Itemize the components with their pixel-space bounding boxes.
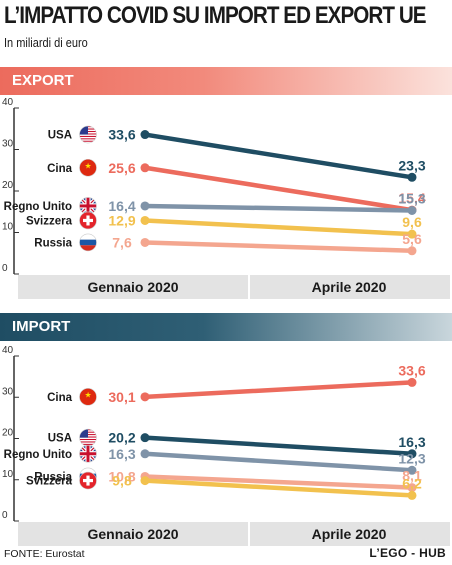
brand-logo: L’EGO - HUB <box>369 546 446 560</box>
export-x-axis-bar-left <box>18 275 248 299</box>
export-series-point <box>140 130 150 140</box>
import-data-label: 30,1 <box>108 389 135 405</box>
page-title: L’IMPATTO COVID SU IMPORT ED EXPORT UE <box>4 2 427 29</box>
import-series-point <box>140 392 150 402</box>
import-country-label: Svizzera <box>26 476 73 488</box>
import-data-label: 16,3 <box>108 446 135 462</box>
export-country-label: Svizzera <box>26 215 73 227</box>
import-series-line <box>142 478 415 498</box>
svg-text:★: ★ <box>85 161 92 170</box>
export-data-label: 33,6 <box>108 127 135 143</box>
import-series-line <box>142 435 415 457</box>
import-y-tick-label: 10 <box>2 469 14 480</box>
import-data-label: 20,2 <box>108 430 135 446</box>
export-x-axis-bar-right <box>250 275 450 299</box>
import-data-label: 33,6 <box>398 362 425 378</box>
export-series-line <box>142 203 415 213</box>
import-data-label: 9,8 <box>112 473 132 489</box>
import-country-label: Russia <box>34 471 72 483</box>
import-country-label: Cina <box>47 392 73 404</box>
import-data-label: 16,3 <box>398 434 425 450</box>
us-flag-icon <box>79 126 97 144</box>
import-x-axis-bar-left <box>18 522 248 546</box>
export-series-line <box>142 218 415 237</box>
switzerland-flag-icon <box>79 472 97 490</box>
import-data-label: 10,8 <box>108 468 135 484</box>
export-country-label: Regno Unito <box>4 201 72 213</box>
import-y-tick-label: 20 <box>2 428 14 439</box>
export-series-point <box>140 201 150 211</box>
export-x-category-label: Aprile 2020 <box>312 279 387 295</box>
export-x-category-label: Gennaio 2020 <box>87 279 178 295</box>
export-series-point <box>407 246 417 256</box>
export-series-point <box>407 172 417 182</box>
import-series-line <box>142 451 415 473</box>
import-series-line <box>142 474 415 490</box>
import-series-point <box>407 465 417 475</box>
import-series-line <box>142 380 415 400</box>
export-data-label: 15,3 <box>398 191 425 207</box>
export-data-label: 15,4 <box>398 190 425 206</box>
export-y-tick-label: 20 <box>2 180 14 191</box>
export-country-label: USA <box>48 130 72 142</box>
export-data-label: 25,6 <box>108 160 135 176</box>
export-country-label: Russia <box>34 237 72 249</box>
import-series-point <box>407 377 417 387</box>
uk-flag-icon <box>79 445 97 463</box>
import-series-point <box>140 449 150 459</box>
export-series-point <box>140 215 150 225</box>
export-y-tick-label: 0 <box>2 263 8 274</box>
import-y-tick-label: 40 <box>2 345 14 356</box>
import-series-point <box>407 490 417 500</box>
export-data-label: 23,3 <box>398 157 425 173</box>
import-series-point <box>407 483 417 493</box>
export-y-tick-label: 40 <box>2 97 14 108</box>
uk-flag-icon <box>79 197 97 215</box>
export-data-label: 16,4 <box>108 198 135 214</box>
import-data-label: 8,1 <box>402 468 422 484</box>
import-x-category-label: Gennaio 2020 <box>87 526 178 542</box>
export-series-line <box>142 165 415 213</box>
switzerland-flag-icon <box>79 211 97 229</box>
export-country-label: Cina <box>47 163 73 175</box>
export-data-label: 7,6 <box>112 234 132 250</box>
export-data-label: 5,6 <box>402 231 422 247</box>
export-series-line <box>142 240 415 254</box>
import-x-category-label: Aprile 2020 <box>312 526 387 542</box>
import-series-point <box>407 449 417 459</box>
import-x-axis-bar-right <box>250 522 450 546</box>
import-series-point <box>140 433 150 443</box>
export-series-point <box>407 206 417 216</box>
source-note: FONTE: Eurostat <box>4 548 85 560</box>
export-y-tick-label: 10 <box>2 222 14 233</box>
export-data-label: 12,9 <box>108 212 135 228</box>
import-country-label: Regno Unito <box>4 449 72 461</box>
import-series-point <box>140 476 150 486</box>
page-subtitle: In miliardi di euro <box>4 36 88 50</box>
export-series-point <box>140 237 150 247</box>
china-flag-icon: ★ <box>79 159 97 177</box>
export-data-label: 9,6 <box>402 214 422 230</box>
svg-text:★: ★ <box>85 390 92 399</box>
import-country-label: USA <box>48 433 72 445</box>
import-y-tick-label: 0 <box>2 510 8 521</box>
export-series-point <box>407 229 417 239</box>
import-data-label: 6,2 <box>402 475 422 491</box>
import-data-label: 12,3 <box>398 450 425 466</box>
import-y-tick-label: 30 <box>2 386 14 397</box>
import-section-header: IMPORT <box>0 313 452 341</box>
export-series-point <box>140 163 150 173</box>
export-series-line <box>142 132 415 180</box>
export-y-tick-label: 30 <box>2 139 14 150</box>
russia-flag-icon <box>79 233 97 251</box>
export-section-header: EXPORT <box>0 67 452 95</box>
china-flag-icon: ★ <box>79 388 97 406</box>
